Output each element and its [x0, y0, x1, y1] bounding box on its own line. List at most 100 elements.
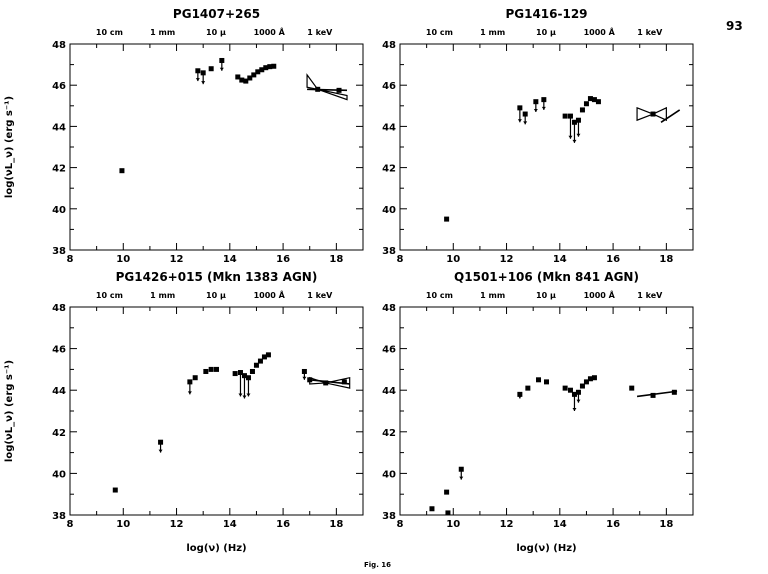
data-point [271, 63, 277, 69]
x-tick-label: 14 [553, 254, 567, 265]
xray-powerlaw-line [660, 109, 681, 123]
x-tick-label: 16 [276, 254, 290, 265]
panel-1: PG1407+265 8 10 12 14 16 18 38 40 42 44 46 48 10 cm 1 … [4, 7, 364, 265]
y-tick-label: 42 [382, 428, 396, 439]
panel-title: Q1501+106 (Mkn 841 AGN) [454, 270, 639, 284]
upper-limit-arrow [541, 106, 546, 110]
xray-powerlaw-line [307, 88, 348, 92]
xray-bowtie [306, 73, 348, 101]
data-point [595, 99, 601, 105]
top-axis-label: 10 cm [96, 28, 123, 37]
top-axis-label: 1000 Å [254, 27, 286, 37]
data-point [119, 168, 125, 174]
plot-frame [399, 43, 694, 251]
x-tick-label: 8 [397, 254, 404, 265]
x-tick-label: 14 [553, 519, 567, 530]
data-marks [119, 57, 348, 174]
top-axis-label: 1000 Å [584, 27, 616, 37]
panel-title: PG1426+015 (Mkn 1383 AGN) [116, 270, 318, 284]
y-tick-label: 44 [52, 386, 66, 397]
x-tick-label: 8 [67, 519, 74, 530]
x-tick-label: 10 [446, 254, 460, 265]
data-point [208, 366, 214, 372]
top-axis-label: 10 cm [426, 291, 453, 300]
data-marks [444, 96, 681, 222]
y-tick-label: 44 [382, 386, 396, 397]
data-point [263, 65, 269, 71]
top-axis-label: 10 cm [96, 291, 123, 300]
top-axis-label: 1000 Å [584, 290, 616, 300]
data-point [341, 379, 347, 385]
data-point [237, 370, 243, 376]
x-tick-label: 8 [67, 254, 74, 265]
data-point [587, 376, 593, 382]
top-axis-label: 1 mm [480, 291, 505, 300]
data-point [259, 67, 265, 73]
x-tick-label: 12 [500, 254, 514, 265]
x-tick-label: 12 [170, 254, 184, 265]
upper-limit-arrow [201, 81, 206, 85]
data-point [571, 119, 577, 125]
data-point [243, 78, 249, 84]
top-axis-label: 10 cm [426, 28, 453, 37]
upper-limit-arrow [576, 133, 581, 137]
data-point [444, 489, 450, 495]
data-point [571, 391, 577, 397]
x-axis-label: log(ν) (Hz) [516, 543, 576, 554]
data-point [544, 379, 549, 385]
data-point [195, 68, 201, 74]
data-point [583, 101, 589, 107]
data-point [458, 466, 464, 472]
upper-limit-arrow [533, 108, 538, 112]
data-point [583, 379, 589, 385]
data-point [650, 392, 656, 398]
data-point [591, 97, 597, 103]
upper-limit-arrow [523, 121, 528, 125]
data-point [239, 77, 245, 83]
upper-limit-arrow [572, 408, 577, 411]
upper-limit-arrow [238, 393, 243, 397]
data-point [567, 387, 573, 393]
data-point [247, 75, 253, 81]
y-tick-label: 48 [382, 40, 396, 51]
upper-limit-arrow [158, 449, 163, 453]
data-point [517, 105, 523, 111]
y-tick-label: 42 [52, 428, 66, 439]
data-point [158, 439, 164, 445]
x-axis-label: log(ν) (Hz) [186, 543, 246, 554]
xray-powerlaw-line [309, 379, 350, 385]
top-axis-label: 10 μ [536, 28, 556, 37]
upper-limit-arrow [242, 395, 247, 399]
data-point [214, 366, 219, 372]
data-point [541, 97, 547, 103]
data-point [187, 379, 193, 385]
x-tick-label: 12 [170, 519, 184, 530]
upper-limit-arrow [302, 376, 307, 380]
x-tick-label: 12 [500, 519, 514, 530]
data-point [429, 506, 435, 512]
data-point [251, 72, 257, 78]
plot-frame [69, 306, 364, 516]
data-point [522, 111, 528, 117]
top-axis-label: 10 μ [206, 28, 226, 37]
top-axis-label: 1 mm [480, 28, 505, 37]
x-tick-label: 18 [659, 254, 673, 265]
x-tick-label: 14 [223, 519, 237, 530]
data-point [579, 107, 585, 113]
upper-limit-arrow [187, 391, 192, 395]
data-marks [112, 352, 351, 493]
plot-frame [69, 43, 364, 251]
x-tick-label: 10 [116, 254, 130, 265]
data-point [444, 216, 450, 222]
data-point [249, 368, 255, 374]
data-point [517, 391, 523, 397]
x-tick-label: 16 [606, 519, 620, 530]
plot-frame [399, 306, 694, 516]
xray-powerlaw-line [636, 390, 678, 398]
data-point [192, 375, 198, 381]
upper-limit-arrow [195, 78, 200, 82]
data-point [562, 385, 568, 391]
y-tick-label: 40 [52, 469, 66, 480]
data-point [575, 389, 581, 395]
